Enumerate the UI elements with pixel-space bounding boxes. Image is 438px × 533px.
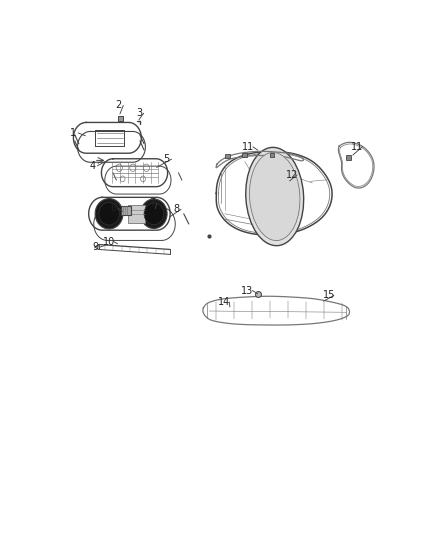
Text: 13: 13	[241, 286, 254, 295]
Ellipse shape	[144, 203, 164, 224]
FancyBboxPatch shape	[346, 155, 351, 160]
FancyBboxPatch shape	[243, 152, 247, 157]
FancyBboxPatch shape	[117, 116, 123, 122]
Text: 2: 2	[116, 100, 122, 110]
Text: 9: 9	[92, 242, 99, 252]
Ellipse shape	[95, 199, 123, 229]
Text: 14: 14	[219, 297, 230, 307]
Text: 6: 6	[110, 204, 116, 213]
Ellipse shape	[99, 203, 119, 225]
FancyBboxPatch shape	[226, 154, 230, 158]
Ellipse shape	[246, 147, 304, 246]
FancyBboxPatch shape	[270, 152, 274, 157]
Ellipse shape	[141, 199, 167, 229]
Text: 5: 5	[164, 154, 170, 164]
Text: 7: 7	[149, 198, 155, 208]
Ellipse shape	[250, 152, 300, 240]
Text: 12: 12	[286, 170, 299, 180]
Text: 11: 11	[242, 142, 254, 152]
Text: 8: 8	[173, 204, 179, 214]
Text: 11: 11	[351, 142, 364, 152]
Text: 4: 4	[90, 161, 96, 171]
FancyBboxPatch shape	[128, 205, 145, 223]
Text: 10: 10	[103, 237, 115, 247]
Text: 15: 15	[323, 290, 335, 301]
FancyBboxPatch shape	[121, 206, 131, 215]
Text: 1: 1	[71, 128, 77, 138]
Text: 3: 3	[136, 108, 142, 118]
